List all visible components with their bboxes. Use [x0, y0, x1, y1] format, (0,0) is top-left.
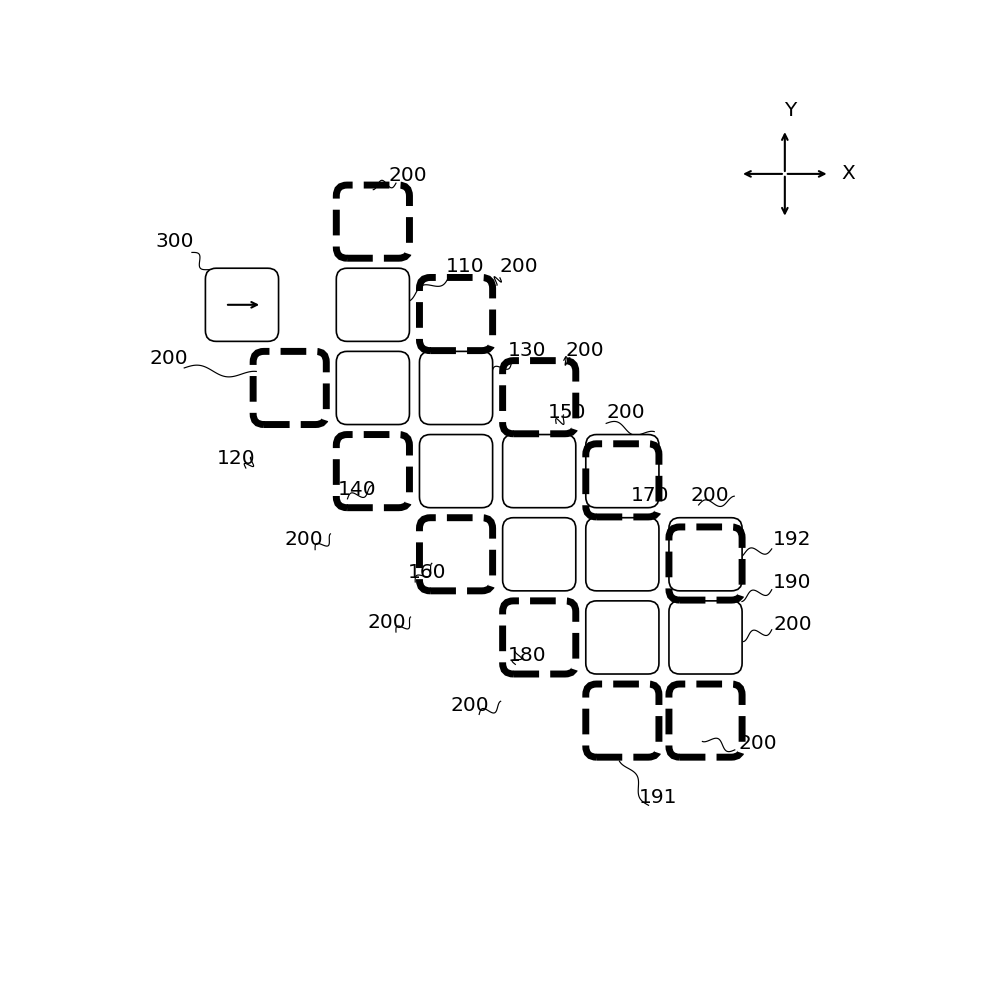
Text: 200: 200	[565, 342, 604, 360]
Text: Y: Y	[784, 101, 797, 120]
FancyBboxPatch shape	[586, 435, 659, 508]
Text: 170: 170	[631, 486, 670, 505]
Text: 180: 180	[508, 646, 547, 665]
Text: 191: 191	[639, 788, 677, 807]
FancyBboxPatch shape	[336, 268, 410, 341]
Text: 300: 300	[155, 232, 193, 251]
Text: 200: 200	[367, 613, 406, 632]
Text: 192: 192	[774, 530, 811, 549]
FancyBboxPatch shape	[669, 518, 742, 591]
Text: 120: 120	[216, 449, 255, 468]
FancyBboxPatch shape	[503, 518, 575, 591]
Text: 190: 190	[774, 572, 811, 591]
Text: 200: 200	[606, 403, 645, 422]
Text: 200: 200	[450, 696, 489, 715]
FancyBboxPatch shape	[586, 518, 659, 591]
Text: 130: 130	[508, 342, 547, 360]
FancyBboxPatch shape	[336, 351, 410, 425]
Text: 200: 200	[739, 734, 777, 753]
Text: 160: 160	[408, 563, 446, 582]
Text: 200: 200	[500, 257, 539, 276]
FancyBboxPatch shape	[420, 351, 493, 425]
Text: X: X	[842, 164, 855, 183]
Text: 140: 140	[338, 480, 377, 499]
Text: 200: 200	[388, 166, 427, 185]
FancyBboxPatch shape	[420, 435, 493, 508]
FancyBboxPatch shape	[586, 601, 659, 674]
FancyBboxPatch shape	[669, 601, 742, 674]
Text: 200: 200	[285, 530, 322, 549]
Text: 200: 200	[150, 349, 188, 368]
Text: 110: 110	[446, 257, 485, 276]
FancyBboxPatch shape	[205, 268, 279, 341]
Text: 200: 200	[690, 486, 729, 505]
FancyBboxPatch shape	[503, 435, 575, 508]
Text: 150: 150	[548, 403, 586, 422]
Text: 200: 200	[773, 615, 811, 634]
